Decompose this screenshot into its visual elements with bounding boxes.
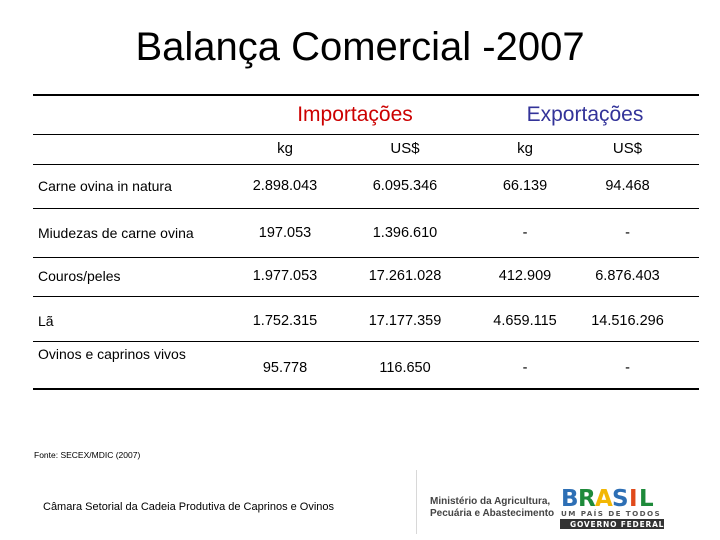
row-label: Lã — [38, 312, 54, 329]
table-top-rule — [33, 94, 699, 96]
cell-exp-usd: - — [625, 360, 630, 376]
header-rule — [33, 134, 699, 135]
cell-imp-kg: 2.898.043 — [252, 178, 318, 194]
cell-exp-kg: - — [522, 225, 528, 241]
svg-text:R: R — [578, 486, 596, 512]
row-rule — [33, 296, 699, 297]
cell-imp-usd: 116.650 — [379, 360, 431, 376]
svg-text:L: L — [639, 486, 654, 512]
source-note: Fonte: SECEX/MDIC (2007) — [34, 450, 141, 460]
importacoes-header: Importações — [297, 103, 413, 126]
cell-imp-usd: 17.261.028 — [368, 268, 442, 284]
row-rule — [33, 257, 699, 258]
svg-text:S: S — [612, 486, 629, 512]
exportacoes-header: Exportações — [526, 103, 644, 126]
svg-text:GOVERNO FEDERAL: GOVERNO FEDERAL — [570, 520, 664, 529]
svg-text:I: I — [629, 486, 638, 512]
row-rule — [33, 341, 699, 342]
cell-imp-usd: 1.396.610 — [372, 225, 438, 241]
cell-imp-usd: 6.095.346 — [372, 178, 438, 194]
cell-imp-kg: 197.053 — [258, 225, 312, 241]
page-title: Balança Comercial -2007 — [135, 25, 585, 69]
row-label: Couros/peles — [38, 267, 121, 284]
unit-imp-kg: kg — [277, 140, 293, 157]
footer-text: Câmara Setorial da Cadeia Produtiva de C… — [43, 501, 335, 513]
row-label: Ovinos e caprinos vivos — [38, 346, 186, 362]
brasil-governo-federal-logo: B R A S I L UM PAÍS DE TODOS GOVERNO FED… — [560, 484, 670, 530]
table-bottom-rule — [33, 388, 699, 390]
footer-divider — [416, 470, 417, 534]
cell-exp-kg: 4.659.115 — [493, 313, 557, 329]
cell-imp-kg: 1.752.315 — [252, 313, 318, 329]
cell-exp-usd: 14.516.296 — [591, 313, 664, 329]
row-label: Miudezas de carne ovina — [38, 224, 194, 241]
cell-exp-kg: - — [522, 360, 528, 376]
cell-exp-usd: 6.876.403 — [595, 268, 660, 284]
cell-imp-usd: 17.177.359 — [368, 313, 442, 329]
svg-text:B: B — [561, 486, 579, 512]
row-rule — [33, 208, 699, 209]
cell-imp-kg: 1.977.053 — [252, 268, 318, 284]
cell-exp-usd: 94.468 — [605, 178, 650, 194]
unit-exp-usd: US$ — [612, 140, 643, 157]
unit-imp-usd: US$ — [390, 140, 420, 157]
units-rule — [33, 164, 699, 165]
cell-exp-usd: - — [625, 225, 630, 241]
cell-exp-kg: 66.139 — [502, 178, 548, 194]
unit-exp-kg: kg — [517, 140, 533, 157]
svg-text:A: A — [595, 486, 613, 512]
svg-text:UM PAÍS DE TODOS: UM PAÍS DE TODOS — [561, 509, 661, 518]
cell-imp-kg: 95.778 — [262, 360, 308, 376]
cell-exp-kg: 412.909 — [498, 268, 552, 284]
ministry-logo-text: Ministério da Agricultura, Pecuária e Ab… — [430, 496, 555, 519]
row-label: Carne ovina in natura — [38, 177, 172, 194]
